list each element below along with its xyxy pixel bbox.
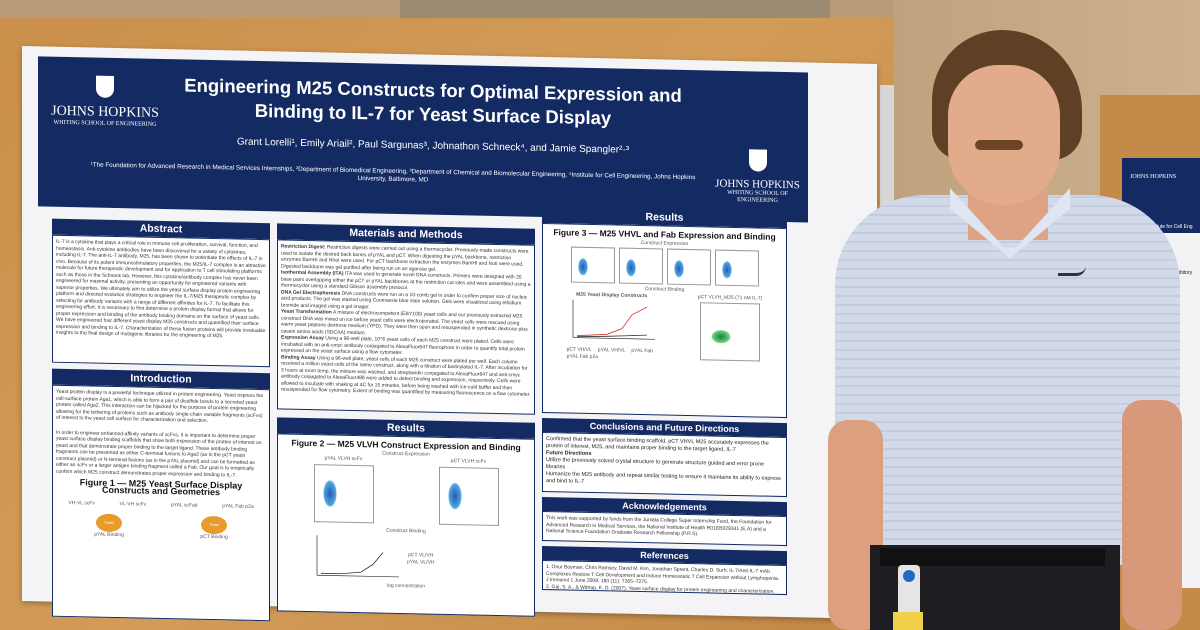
poster-affiliations: ¹The Foundation for Advanced Research in… — [90, 161, 696, 184]
conclusions-box: Confirmed that the yeast surface binding… — [542, 431, 787, 498]
person-arm-right — [1122, 400, 1182, 630]
introduction-box: Yeast protein display is a powerful tech… — [52, 384, 270, 622]
institution-name: JOHNS HOPKINS — [715, 177, 800, 192]
scatter-block: pCT VLVH_M25 (71 nM IL-7) — [697, 293, 763, 366]
binding-curve-plot — [572, 299, 655, 340]
yeast-binding-pct: Yeast pCT Binding — [200, 515, 228, 540]
legend-entry: pYAL VH/VL — [597, 346, 626, 354]
research-poster: JOHNS HOPKINS WHITING SCHOOL OF ENGINEER… — [22, 46, 877, 622]
figure3-box: Figure 3 — M25 VHVL and Fab Expression a… — [542, 222, 787, 419]
yeast-cell: Yeast — [201, 515, 228, 534]
badge-reel-icon — [903, 570, 915, 582]
plot-label: pCT VLVH scFv — [450, 458, 487, 465]
legend-entry: pCT VH/VL — [566, 345, 592, 353]
flow-cytometry-plot — [714, 249, 759, 287]
column-middle: Materials and Methods Restriction Digest… — [277, 223, 535, 617]
column-right: Results Figure 3 — M25 VHVL and Fab Expr… — [542, 206, 787, 596]
swoosh-icon — [1058, 266, 1086, 276]
binding-label: pCT Binding — [200, 533, 228, 540]
flow-cytometry-plot — [313, 463, 374, 523]
shield-icon — [748, 149, 767, 172]
methods-box: Restriction Digest: Restriction digests … — [277, 239, 535, 415]
figure3-binding: M25 Yeast Display Constructs pCT VH/VL p… — [546, 291, 783, 367]
introduction-text: Yeast protein display is a powerful tech… — [56, 388, 264, 424]
figure1-title: Figure 1 — M25 Yeast Surface Display Con… — [79, 477, 243, 497]
construct-label: pYAL scFab — [170, 502, 198, 509]
plot-label: pYAL VLVH scFv — [324, 455, 363, 463]
column-left: Abstract IL-7 is a cytokine that plays a… — [52, 218, 270, 622]
acknowledgements-text: This work was supported by funds from th… — [542, 510, 787, 547]
flow-cytometry-plot — [438, 466, 499, 526]
poster-title: Engineering M25 Constructs for Optimal E… — [184, 74, 682, 129]
legend-entry: pCT VL/VH — [408, 552, 434, 559]
binding-label: pYAL Binding — [94, 531, 124, 538]
poster-header: JOHNS HOPKINS WHITING SCHOOL OF ENGINEER… — [38, 56, 808, 223]
person-belt — [880, 548, 1105, 566]
abstract-text: IL-7 is a cytokine that plays a critical… — [52, 234, 270, 368]
flow-cytometry-plot — [700, 302, 761, 362]
figure2-binding-plot: pCT VL/VH pYAL VL/VH — [281, 532, 531, 585]
yeast-cell: Yeast — [96, 513, 123, 532]
person-face — [948, 65, 1060, 205]
school-name: WHITING SCHOOL OF ENGINEERING — [53, 119, 157, 128]
second-poster-affiliation: ⁴ Institute for Cell Eng — [1144, 224, 1193, 230]
introduction-text: In order to engineer enhanced-affinity v… — [56, 429, 262, 479]
legend-entry: pYAL Fab p2a — [566, 353, 599, 361]
jhu-logo-right: JOHNS HOPKINS WHITING SCHOOL OF ENGINEER… — [710, 148, 805, 205]
flow-cytometry-plot — [618, 247, 663, 285]
figure3-expression-plots — [546, 244, 783, 289]
poster-authors: Grant Lorelli¹, Emily Ariail², Paul Sarg… — [236, 136, 630, 156]
plot-legend: pCT VH/VL pYAL VH/VL pYAL Fab pYAL Fab p… — [567, 346, 657, 362]
flow-cytometry-plot — [570, 246, 615, 284]
flow-plot: pYAL VLVH scFv — [312, 455, 376, 527]
second-poster-logo: JOHNS HOPKINS — [1130, 174, 1177, 180]
figure2-expression-plots: pYAL VLVH scFv pCT VLVH scFv — [281, 454, 531, 530]
figure2-box: Figure 2 — M25 VLVH Construct Expression… — [277, 433, 535, 617]
shield-icon — [96, 75, 114, 98]
method-text: Using a 96-well plate, yeast cells of ea… — [281, 354, 531, 398]
legend-entry: pYAL Fab — [631, 347, 653, 354]
construct-label: VH-VL scFv — [68, 500, 95, 507]
plot-title: pCT VLVH_M25 (71 nM IL-7) — [697, 293, 763, 302]
flow-cytometry-plot — [666, 248, 711, 286]
binding-curve-plot — [316, 534, 399, 577]
jhu-logo-left: JOHNS HOPKINS WHITING SCHOOL OF ENGINEER… — [50, 75, 160, 129]
binding-curve-block: M25 Yeast Display Constructs pCT VH/VL p… — [567, 291, 657, 362]
construct-label: pYAL Fab p2a — [222, 503, 254, 510]
figure1-yeast: Yeast pYAL Binding Yeast pCT Binding — [56, 512, 266, 541]
school-name: WHITING SCHOOL OF ENGINEERING — [727, 189, 788, 204]
person-mustache — [975, 140, 1023, 150]
yeast-binding-pyal: Yeast pYAL Binding — [94, 513, 124, 538]
flow-plot: pCT VLVH scFv — [437, 458, 501, 530]
figure1-constructs: VH-VL scFv VL-VH scFv pYAL scFab pYAL Fa… — [56, 500, 266, 511]
id-badge — [893, 612, 923, 630]
references-box: 1. Onur Boyman, Chris Ramsey, David M. K… — [542, 559, 787, 596]
plot-legend: pCT VL/VH pYAL VL/VH — [407, 552, 435, 566]
legend-entry: pYAL VL/VH — [407, 558, 435, 566]
construct-label: VL-VH scFv — [119, 501, 147, 508]
